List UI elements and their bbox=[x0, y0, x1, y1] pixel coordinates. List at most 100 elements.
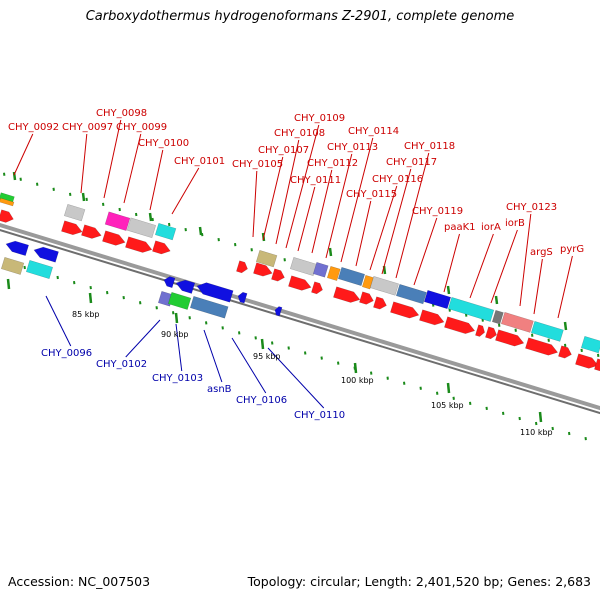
gene-label-plus: CHY_0113 bbox=[327, 142, 378, 153]
gene-plus-b-17 bbox=[500, 311, 534, 333]
gene-minus-2 bbox=[0, 256, 25, 275]
gene-label-plus: argS bbox=[530, 247, 553, 258]
leader-line bbox=[311, 169, 333, 254]
gene-label-plus: CHY_0118 bbox=[404, 141, 455, 152]
backbone-layer bbox=[0, 222, 600, 415]
major-tick bbox=[198, 226, 203, 236]
gene-plus-b-10 bbox=[337, 266, 366, 287]
gene-label-minus: asnB bbox=[207, 384, 232, 395]
leader-line bbox=[355, 200, 372, 267]
gene-plus-5 bbox=[152, 240, 171, 255]
gene-plus-0 bbox=[0, 209, 14, 223]
major-tick bbox=[328, 247, 333, 257]
leader-line bbox=[45, 295, 72, 347]
gene-label-minus: CHY_0110 bbox=[294, 410, 345, 421]
gene-minus-5 bbox=[175, 279, 196, 294]
gene-label-plus: CHY_0119 bbox=[412, 206, 463, 217]
gene-plus-b-2 bbox=[63, 203, 86, 222]
scale-label: 105 kbp bbox=[431, 401, 464, 410]
gene-plus-b-1 bbox=[0, 197, 15, 207]
gene-plus-19 bbox=[495, 329, 525, 347]
leader-line bbox=[297, 186, 316, 252]
leader-line bbox=[203, 329, 223, 383]
leader-line bbox=[252, 170, 258, 238]
gene-minus-4 bbox=[163, 276, 176, 289]
leader-line bbox=[340, 137, 374, 263]
major-tick bbox=[494, 295, 499, 305]
leader-line bbox=[123, 133, 142, 204]
gene-label-plus: CHY_0116 bbox=[372, 174, 423, 185]
scale-label: 90 kbp bbox=[161, 330, 189, 339]
leader-line bbox=[557, 255, 573, 319]
leader-line bbox=[369, 185, 398, 271]
leader-line bbox=[395, 152, 430, 279]
scale-label: 85 kbp bbox=[72, 310, 100, 319]
leader-layer bbox=[13, 119, 573, 409]
gene-label-plus: CHY_0107 bbox=[258, 145, 309, 156]
gene-plus-7 bbox=[253, 262, 273, 277]
gene-label-plus: CHY_0114 bbox=[348, 126, 399, 137]
gene-plus-b-7 bbox=[289, 256, 318, 277]
gene-plus-20 bbox=[525, 337, 559, 356]
gene-label-plus: CHY_0111 bbox=[290, 175, 341, 186]
gene-plus-b-4 bbox=[126, 217, 157, 239]
leader-line bbox=[533, 258, 543, 315]
major-tick bbox=[148, 212, 153, 222]
gene-plus-b-12 bbox=[369, 275, 399, 296]
leader-line bbox=[325, 153, 353, 259]
major-tick bbox=[538, 411, 543, 423]
major-tick bbox=[174, 312, 179, 324]
leader-line bbox=[125, 319, 161, 358]
gene-plus-1 bbox=[61, 220, 83, 236]
leader-line bbox=[80, 133, 88, 194]
backbone-inner bbox=[0, 229, 600, 415]
gene-layer bbox=[0, 192, 600, 372]
gene-plus-b-14 bbox=[423, 289, 452, 310]
gene-plus-b-5 bbox=[154, 222, 177, 241]
gene-minus-0 bbox=[5, 240, 29, 256]
genome-summary-text: Topology: circular; Length: 2,401,520 bp… bbox=[247, 574, 591, 589]
major-tick bbox=[260, 338, 265, 350]
leader-line bbox=[275, 139, 300, 245]
gene-label-plus: CHY_0123 bbox=[506, 202, 557, 213]
gene-plus-b-18 bbox=[530, 320, 564, 342]
gene-plus-22 bbox=[575, 353, 599, 369]
gene-label-plus: paaK1 bbox=[444, 222, 476, 233]
leader-line bbox=[519, 213, 532, 307]
gene-plus-15 bbox=[419, 309, 445, 326]
gene-plus-13 bbox=[373, 296, 387, 310]
gene-plus-3 bbox=[102, 230, 126, 246]
scale-label: 110 kbp bbox=[520, 428, 553, 437]
gene-plus-4 bbox=[125, 236, 153, 253]
gene-plus-b-3 bbox=[104, 211, 131, 231]
gene-label-plus: CHY_0098 bbox=[96, 108, 147, 119]
gene-label-plus: CHY_0105 bbox=[232, 159, 283, 170]
leader-line bbox=[413, 217, 438, 286]
label-layer: CHY_0092 CHY_0097 CHY_0098 CHY_0099 CHY_0100… bbox=[8, 108, 584, 421]
gene-minus-9 bbox=[167, 291, 192, 310]
genome-title: Carboxydothermus hydrogenoformans Z-2901… bbox=[85, 9, 515, 24]
major-tick bbox=[88, 292, 93, 304]
leader-line bbox=[175, 323, 183, 372]
leader-line bbox=[149, 149, 164, 211]
gene-minus-10 bbox=[189, 295, 229, 319]
gene-label-plus: pyrG bbox=[560, 244, 584, 255]
gene-minus-7 bbox=[237, 291, 248, 304]
leader-line bbox=[171, 167, 200, 215]
gene-plus-b-9 bbox=[326, 265, 341, 281]
leader-line bbox=[103, 119, 122, 199]
major-tick bbox=[353, 362, 358, 374]
gene-label-plus: iorA bbox=[481, 222, 501, 233]
gene-label-plus: CHY_0112 bbox=[307, 158, 358, 169]
leader-line bbox=[443, 233, 460, 293]
gene-label-minus: CHY_0103 bbox=[152, 373, 203, 384]
major-tick bbox=[446, 285, 451, 295]
gene-label-minus: CHY_0096 bbox=[41, 348, 92, 359]
major-tick bbox=[446, 382, 451, 394]
leader-line bbox=[262, 156, 284, 241]
gene-plus-6 bbox=[236, 260, 248, 274]
gene-label-plus: CHY_0092 bbox=[8, 122, 59, 133]
leader-line bbox=[231, 337, 267, 394]
gene-label-minus: CHY_0102 bbox=[96, 359, 147, 370]
